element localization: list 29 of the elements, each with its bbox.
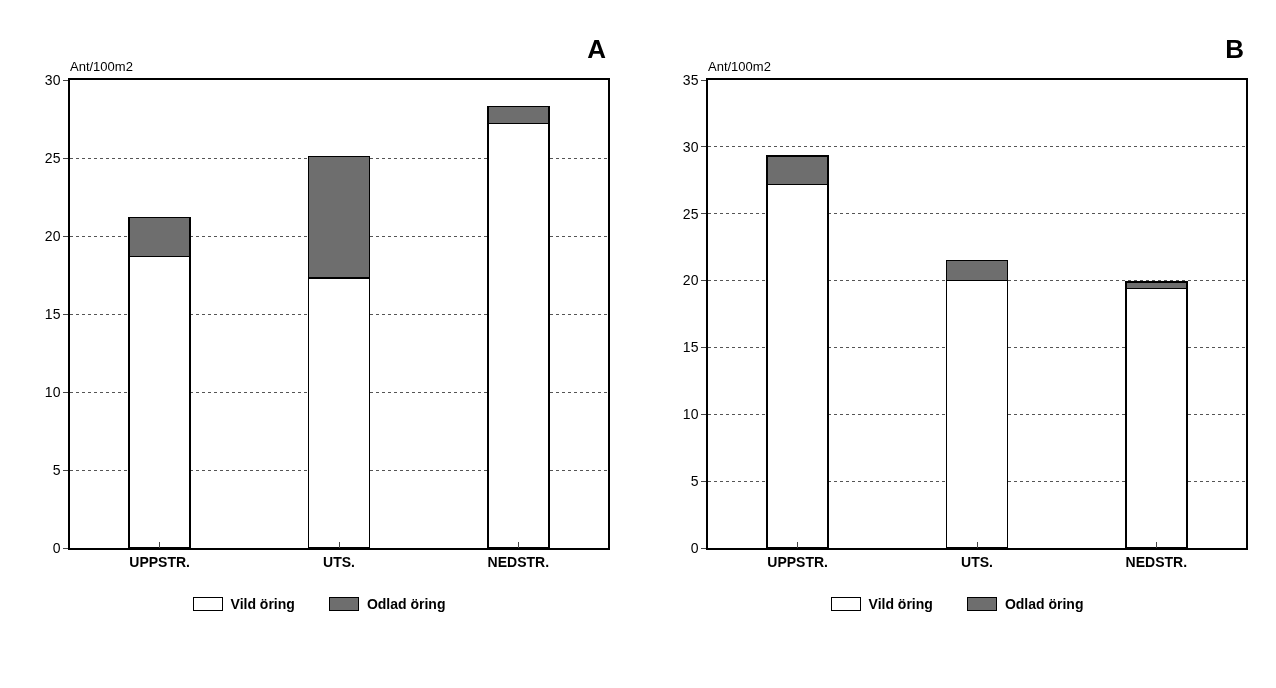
y-tick-label: 30 bbox=[682, 138, 699, 155]
legend-label: Odlad öring bbox=[366, 596, 446, 612]
y-tick-label: 10 bbox=[44, 383, 61, 400]
y-tick-label: 5 bbox=[52, 461, 61, 478]
chart-title: B bbox=[1225, 34, 1245, 65]
chart-title: A bbox=[587, 34, 607, 65]
x-tick-label: UTS. bbox=[961, 553, 993, 570]
y-tick-label: 25 bbox=[44, 149, 61, 166]
y-tick-label: 0 bbox=[690, 539, 699, 556]
y-tick-label: 15 bbox=[44, 305, 61, 322]
x-tick-label: NEDSTR. bbox=[1125, 553, 1188, 570]
x-tick-label: UTS. bbox=[323, 553, 355, 570]
y-tick-label: 20 bbox=[44, 227, 61, 244]
legend-label: Odlad öring bbox=[1004, 596, 1084, 612]
y-tick-label: 10 bbox=[682, 406, 699, 423]
y-tick-label: 15 bbox=[682, 339, 699, 356]
y-tick-label: 35 bbox=[682, 71, 699, 88]
y-axis-title: Ant/100m2 bbox=[708, 59, 771, 74]
legend-label: Vild öring bbox=[230, 596, 295, 612]
y-tick-label: 20 bbox=[682, 272, 699, 289]
legend-label: Vild öring bbox=[868, 596, 933, 612]
y-tick-label: 25 bbox=[682, 205, 699, 222]
x-tick-label: UPPSTR. bbox=[129, 553, 191, 570]
y-tick-label: 30 bbox=[44, 71, 61, 88]
x-tick-label: NEDSTR. bbox=[487, 553, 550, 570]
y-tick-label: 0 bbox=[52, 539, 61, 556]
y-axis-title: Ant/100m2 bbox=[70, 59, 133, 74]
y-tick-label: 5 bbox=[690, 473, 699, 490]
x-tick-label: UPPSTR. bbox=[767, 553, 829, 570]
